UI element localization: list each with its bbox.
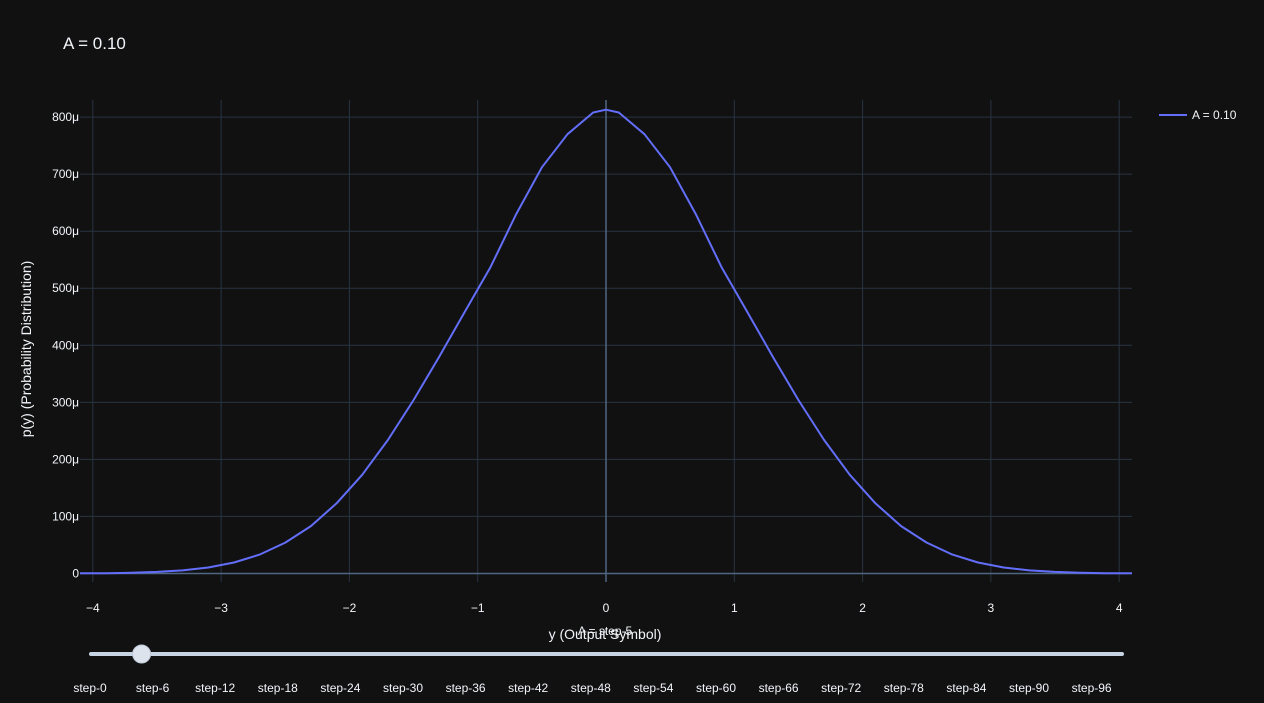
slider-step-label[interactable]: step-54 — [633, 681, 673, 695]
grid — [80, 100, 1132, 582]
y-tick-label: 400μ — [52, 338, 79, 352]
slider[interactable]: A = step-5 step-0 step-6 step-12 step-18 ste… — [73, 624, 1124, 695]
slider-step-label[interactable]: step-66 — [759, 681, 799, 695]
slider-step-label[interactable]: step-12 — [195, 681, 235, 695]
chart-title: A = 0.10 — [63, 34, 126, 53]
x-axis-ticks: −4 −3 −2 −1 0 1 2 3 4 — [86, 601, 1123, 615]
y-tick-label: 0 — [72, 566, 79, 580]
x-tick-label: 0 — [603, 601, 610, 615]
x-tick-label: −4 — [86, 601, 100, 615]
x-tick-label: −1 — [471, 601, 485, 615]
slider-step-label[interactable]: step-6 — [136, 681, 170, 695]
x-tick-label: 3 — [988, 601, 995, 615]
x-tick-label: 2 — [859, 601, 866, 615]
y-tick-label: 500μ — [52, 281, 79, 295]
slider-step-label[interactable]: step-90 — [1009, 681, 1049, 695]
x-tick-label: 1 — [731, 601, 738, 615]
slider-current-value: A = step-5 — [578, 624, 633, 638]
slider-step-label[interactable]: step-78 — [884, 681, 924, 695]
y-tick-label: 800μ — [52, 110, 79, 124]
y-tick-label: 100μ — [52, 509, 79, 523]
series-line — [79, 108, 1133, 575]
y-tick-label: 200μ — [52, 452, 79, 466]
slider-steps[interactable]: step-0 step-6 step-12 step-18 step-24 step-30… — [73, 681, 1112, 695]
legend-label[interactable]: A = 0.10 — [1192, 108, 1237, 122]
y-axis-title: p(y) (Probability Distribution) — [18, 261, 34, 438]
slider-step-label[interactable]: step-48 — [571, 681, 611, 695]
y-tick-label: 700μ — [52, 167, 79, 181]
x-tick-label: −3 — [214, 601, 228, 615]
x-axis-title: y (Output Symbol) — [549, 626, 662, 642]
slider-step-label[interactable]: step-96 — [1072, 681, 1112, 695]
slider-step-label[interactable]: step-18 — [258, 681, 298, 695]
y-tick-label: 600μ — [52, 224, 79, 238]
plot-area — [79, 108, 1133, 575]
slider-step-label[interactable]: step-60 — [696, 681, 736, 695]
x-tick-label: −2 — [343, 601, 357, 615]
slider-step-label[interactable]: step-0 — [73, 681, 107, 695]
legend[interactable]: A = 0.10 — [1159, 108, 1237, 122]
x-tick-label: 4 — [1116, 601, 1123, 615]
slider-track[interactable] — [89, 652, 1124, 656]
y-axis-ticks: 0 100μ 200μ 300μ 400μ 500μ 600μ 700μ 800μ — [52, 110, 79, 580]
slider-step-label[interactable]: step-36 — [446, 681, 486, 695]
slider-step-label[interactable]: step-84 — [946, 681, 986, 695]
slider-step-label[interactable]: step-42 — [508, 681, 548, 695]
slider-step-label[interactable]: step-72 — [821, 681, 861, 695]
slider-step-label[interactable]: step-24 — [320, 681, 360, 695]
slider-step-label[interactable]: step-30 — [383, 681, 423, 695]
slider-handle[interactable] — [132, 644, 152, 664]
y-tick-label: 300μ — [52, 395, 79, 409]
